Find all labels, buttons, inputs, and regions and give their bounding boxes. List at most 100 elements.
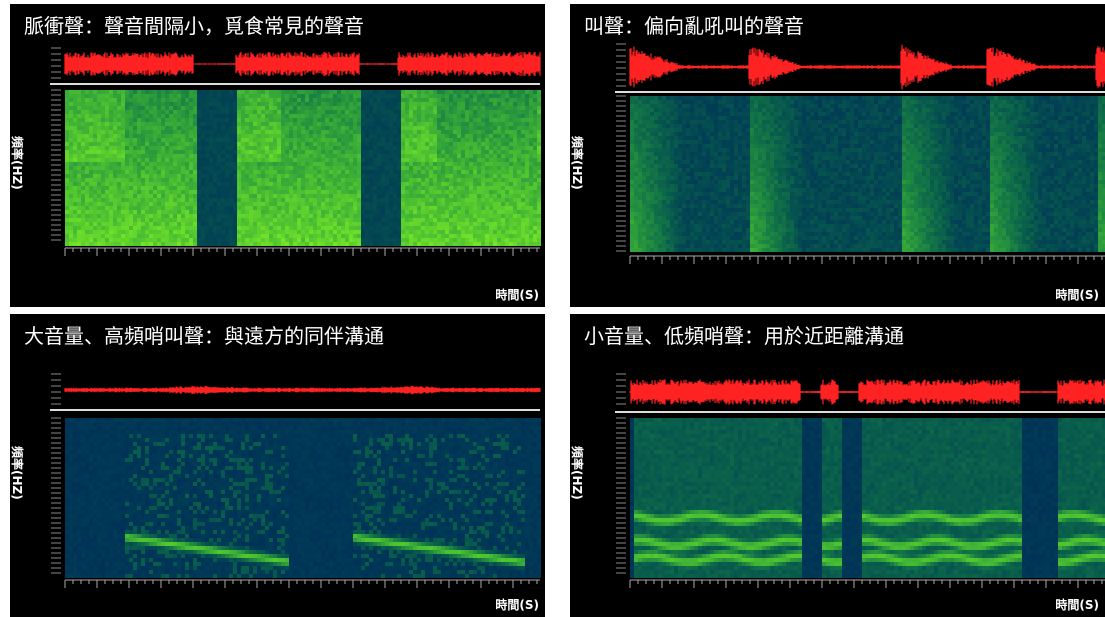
spectrogram-cell: [341, 126, 345, 130]
spectrogram-cell: [433, 198, 437, 202]
spectrogram-cell: [289, 186, 293, 190]
spectrogram-cell: [217, 134, 221, 138]
spectrogram-cell: [277, 162, 281, 166]
spectrogram-cell: [85, 110, 89, 114]
spectrogram-cell: [501, 182, 505, 186]
spectrogram-cell: [357, 206, 361, 210]
spectrogram-cell: [457, 114, 461, 118]
spectrogram-cell: [525, 214, 529, 218]
spectrogram-cell: [189, 126, 193, 130]
spectrogram-cell: [361, 178, 365, 182]
spectrogram-cell: [381, 122, 385, 126]
spectrogram-cell: [273, 146, 277, 150]
spectrogram-cell: [401, 134, 405, 138]
spectrogram-cell: [357, 138, 361, 142]
spectrogram-cell: [141, 218, 145, 222]
spectrogram-cell: [425, 202, 429, 206]
spectrogram-cell: [65, 174, 69, 178]
spectrogram-cell: [269, 230, 273, 234]
spectrogram-cell: [397, 102, 401, 106]
spectrogram-cell: [225, 242, 229, 246]
spectrogram-cell: [145, 214, 149, 218]
spectrogram-cell: [385, 238, 389, 242]
spectrogram-cell: [325, 210, 329, 214]
spectrogram-cell: [197, 118, 201, 122]
spectrogram-cell: [441, 206, 445, 210]
spectrogram-cell: [189, 174, 193, 178]
spectrogram-cell: [149, 218, 153, 222]
spectrogram-cell: [481, 138, 485, 142]
spectrogram-cell: [445, 194, 449, 198]
spectrogram-cell: [405, 98, 409, 102]
spectrogram-cell: [345, 134, 349, 138]
spectrogram-cell: [185, 94, 189, 98]
spectrogram-cell: [285, 242, 289, 246]
spectrogram-cell: [381, 158, 385, 162]
spectrogram-cell: [634, 104, 638, 108]
spectrogram-cell: [521, 198, 525, 202]
spectrogram-cell: [425, 186, 429, 190]
spectrogram-cell: [341, 170, 345, 174]
spectrogram-cell: [301, 182, 305, 186]
spectrogram-cell: [285, 138, 289, 142]
spectrogram-cell: [201, 214, 205, 218]
spectrogram-cell: [429, 114, 433, 118]
spectrogram-cell: [533, 210, 537, 214]
spectrogram-cell: [513, 242, 517, 246]
spectrogram-cell: [373, 198, 377, 202]
spectrogram-cell: [429, 218, 433, 222]
spectrogram-cell: [341, 146, 345, 150]
spectrogram-cell: [397, 190, 401, 194]
spectrogram-cell: [273, 94, 277, 98]
spectrogram-cell: [69, 158, 73, 162]
spectrogram-cell: [121, 162, 125, 166]
spectrogram-cell: [630, 232, 634, 236]
spectrogram-cell: [489, 94, 493, 98]
spectrogram-cell: [261, 138, 265, 142]
spectrogram-cell: [437, 214, 441, 218]
spectrogram-cell: [357, 114, 361, 118]
spectrogram-cell: [193, 242, 197, 246]
spectrogram-cell: [233, 238, 237, 242]
spectrogram-cell: [457, 182, 461, 186]
spectrogram-cell: [177, 122, 181, 126]
spectrogram-cell: [305, 182, 309, 186]
spectrogram-cell: [97, 146, 101, 150]
spectrogram-cell: [125, 114, 129, 118]
spectrogram-cell: [293, 138, 297, 142]
spectrogram-cell: [377, 214, 381, 218]
spectrogram-cell: [101, 122, 105, 126]
spectrogram-cell: [317, 118, 321, 122]
spectrogram-cell: [105, 102, 109, 106]
spectrogram-cell: [321, 94, 325, 98]
spectrogram-cell: [165, 206, 169, 210]
spectrogram-cell: [525, 162, 529, 166]
spectrogram-cell: [97, 114, 101, 118]
spectrogram-cell: [117, 114, 121, 118]
spectrogram-cell: [397, 210, 401, 214]
spectrogram-cell: [253, 114, 257, 118]
spectrogram-cell: [521, 162, 525, 166]
spectrogram-cell: [329, 158, 333, 162]
spectrogram-cell: [181, 210, 185, 214]
spectrogram-cell: [277, 194, 281, 198]
spectrogram-cell: [369, 222, 373, 226]
spectrogram-cell: [221, 226, 225, 230]
spectrogram-cell: [205, 174, 209, 178]
spectrogram-cell: [273, 226, 277, 230]
spectrogram-cell: [217, 226, 221, 230]
spectrogram-cell: [253, 238, 257, 242]
spectrogram-cell: [97, 226, 101, 230]
spectrogram-cell: [401, 182, 405, 186]
spectrogram-cell: [369, 238, 373, 242]
spectrogram-cell: [65, 118, 69, 122]
spectrogram-cell: [233, 178, 237, 182]
spectrogram-cell: [249, 206, 253, 210]
spectrogram-cell: [201, 110, 205, 114]
spectrogram-cell: [509, 130, 513, 134]
spectrogram-cell: [445, 178, 449, 182]
spectrogram-cell: [81, 154, 85, 158]
spectrogram-cell: [185, 214, 189, 218]
spectrogram-cell: [221, 114, 225, 118]
spectrogram-cell: [117, 222, 121, 226]
